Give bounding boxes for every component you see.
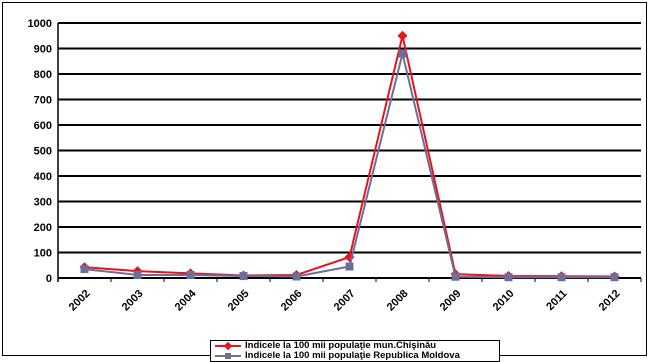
y-tick-label-1000: 1000 xyxy=(28,18,52,30)
series-1-point-2005 xyxy=(239,271,248,280)
y-tick-label-900: 900 xyxy=(34,44,52,56)
series-1-point-2011 xyxy=(557,273,566,282)
y-tick-label-100: 100 xyxy=(34,248,52,260)
y-tick-label-0: 0 xyxy=(46,273,52,285)
x-tick-label-2006: 2006 xyxy=(279,288,305,314)
x-tick-label-2012: 2012 xyxy=(597,288,623,314)
y-tick-label-200: 200 xyxy=(34,222,52,234)
legend-label-chisinau: Indicele la 100 mii populaţie mun.Chişin… xyxy=(245,340,437,351)
y-tick-label-600: 600 xyxy=(34,120,52,132)
series-1-point-2008 xyxy=(398,49,407,58)
series-1-point-2004 xyxy=(186,270,195,279)
series-1-point-2010 xyxy=(504,273,513,282)
legend-item-chisinau: Indicele la 100 mii populaţie mun.Chişin… xyxy=(211,341,499,351)
series-1-point-2012 xyxy=(610,273,619,282)
y-tick-label-500: 500 xyxy=(34,146,52,158)
series-1-point-2007 xyxy=(345,262,354,271)
legend-swatch-chisinau xyxy=(215,341,241,351)
series-1-point-2006 xyxy=(292,272,301,281)
y-tick-label-700: 700 xyxy=(34,95,52,107)
y-tick-label-300: 300 xyxy=(34,197,52,209)
x-tick-label-2005: 2005 xyxy=(226,288,252,314)
x-tick-label-2002: 2002 xyxy=(67,288,93,314)
legend-item-moldova: Indicele la 100 mii populaţie Republica … xyxy=(211,351,499,361)
series-1-point-2009 xyxy=(451,272,460,281)
x-tick-label-2004: 2004 xyxy=(173,287,199,313)
x-tick-label-2008: 2008 xyxy=(385,288,411,314)
x-tick-label-2007: 2007 xyxy=(332,288,358,314)
x-tick-label-2003: 2003 xyxy=(120,288,146,314)
y-tick-label-400: 400 xyxy=(34,171,52,183)
y-tick-label-800: 800 xyxy=(34,69,52,81)
series-0-point-2008 xyxy=(397,30,408,41)
legend-swatch-moldova xyxy=(215,351,241,361)
x-tick-label-2011: 2011 xyxy=(544,288,569,313)
legend-label-moldova: Indicele la 100 mii populaţie Republica … xyxy=(245,350,460,361)
chart-legend: Indicele la 100 mii populaţie mun.Chişin… xyxy=(210,340,500,362)
x-tick-label-2010: 2010 xyxy=(491,288,517,314)
series-1-point-2002 xyxy=(80,265,89,274)
x-tick-label-2009: 2009 xyxy=(438,288,464,314)
line-chart: 0 100 200 300 400 500 600 700 800 900 1000 2002 2003… xyxy=(28,18,642,314)
series-1-point-2003 xyxy=(133,270,142,279)
